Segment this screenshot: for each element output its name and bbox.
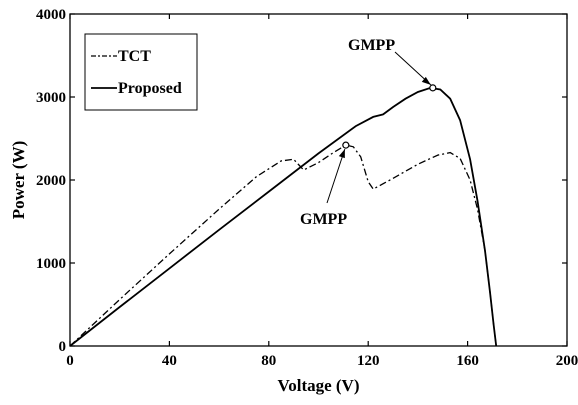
gmpp-arrow-tct bbox=[326, 148, 346, 204]
series-line-tct bbox=[69, 144, 497, 347]
y-tick-label: 0 bbox=[59, 339, 67, 355]
legend-label-proposed: Proposed bbox=[118, 80, 182, 97]
x-tick-label: 160 bbox=[456, 353, 479, 369]
legend-label-tct: TCT bbox=[118, 48, 151, 65]
gmpp-arrowhead-proposed bbox=[421, 76, 431, 85]
x-tick-label: 200 bbox=[556, 353, 578, 369]
gmpp-label-proposed: GMPP bbox=[348, 37, 395, 54]
y-tick-label: 2000 bbox=[36, 173, 66, 189]
x-tick-label: 120 bbox=[357, 353, 380, 369]
gmpp-label-tct: GMPP bbox=[300, 211, 347, 228]
gmpp-marker-tct bbox=[342, 141, 350, 149]
x-tick-label: 0 bbox=[66, 353, 74, 369]
y-axis-label: Power (W) bbox=[9, 141, 28, 220]
gmpp-marker-proposed bbox=[429, 84, 437, 92]
gmpp-arrowhead-tct bbox=[338, 149, 345, 159]
y-tick-label: 3000 bbox=[36, 90, 66, 106]
y-tick-label: 1000 bbox=[36, 256, 66, 272]
series-line-proposed bbox=[69, 86, 498, 347]
legend-box bbox=[84, 33, 198, 111]
x-tick-label: 80 bbox=[261, 353, 276, 369]
x-tick-label: 40 bbox=[162, 353, 177, 369]
x-axis-label: Voltage (V) bbox=[278, 376, 360, 395]
y-tick-label: 4000 bbox=[36, 7, 66, 23]
